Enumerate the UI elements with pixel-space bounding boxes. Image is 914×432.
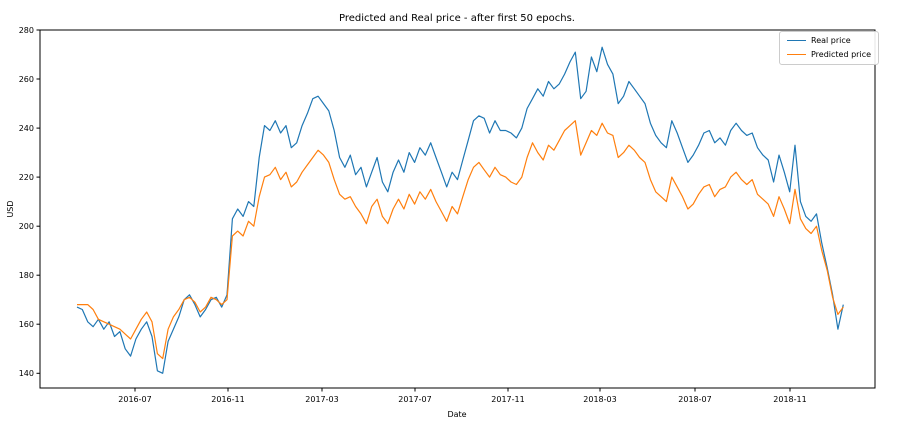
predicted-price-line-swatch-icon: [787, 53, 806, 55]
y-axis-label: USD: [6, 200, 15, 217]
x-tick-label: 2016-11: [211, 395, 244, 404]
x-tick-label: 2017-03: [305, 395, 338, 404]
y-tick-label: 220: [19, 173, 34, 182]
predicted-price-line: [77, 120, 844, 360]
real-price-line: [76, 46, 844, 374]
axis-ticks: 2016-07 2016-11 2017-03 2017-07 2017-11 2018-…: [19, 26, 807, 404]
chart-title: Predicted and Real price - after first 5…: [339, 13, 575, 24]
y-tick-label: 240: [19, 124, 34, 133]
legend: Real price Predicted price: [779, 31, 880, 66]
legend-label-real-price: Real price: [811, 36, 851, 45]
x-tick-label: 2017-11: [491, 395, 524, 404]
real-price-line-swatch-icon: [787, 40, 806, 42]
plot-area: [39, 29, 876, 389]
series-lines: [76, 46, 844, 374]
x-tick-label: 2018-03: [583, 395, 616, 404]
y-tick-label: 200: [19, 222, 34, 231]
legend-label-predicted-price: Predicted price: [811, 49, 872, 59]
y-tick-label: 260: [19, 75, 34, 84]
x-axis-label: Date: [447, 410, 466, 419]
x-tick-label: 2017-07: [398, 395, 431, 404]
y-tick-label: 180: [19, 271, 34, 280]
x-tick-label: 2018-07: [678, 395, 711, 404]
y-tick-label: 160: [19, 320, 34, 329]
legend-entry-predicted-price: Predicted price: [787, 50, 871, 60]
y-tick-label: 280: [19, 26, 34, 35]
x-tick-label: 2016-07: [118, 395, 151, 404]
legend-entry-real-price: Real price: [787, 36, 871, 46]
y-tick-label: 140: [19, 369, 34, 378]
x-tick-label: 2018-11: [773, 395, 806, 404]
